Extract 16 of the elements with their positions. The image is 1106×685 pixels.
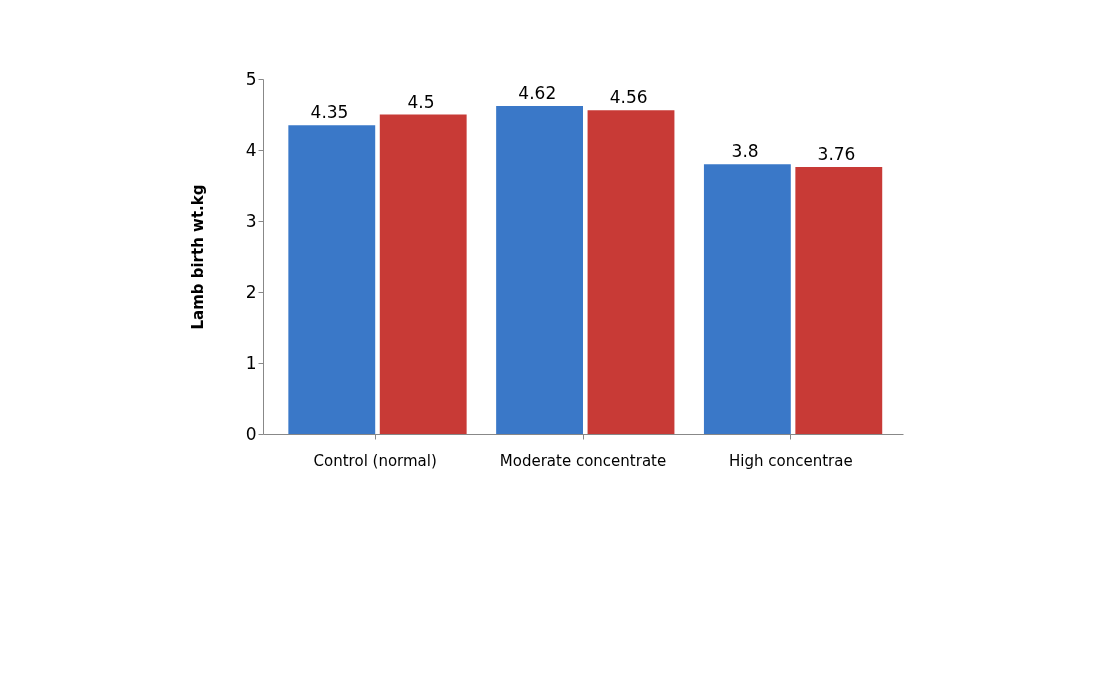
x-tick-label: High concentrae	[728, 451, 853, 470]
x-tick-label: Control (normal)	[313, 451, 437, 470]
data-label: 4.35	[310, 102, 349, 123]
x-tick-label: Moderate concentrate	[499, 451, 667, 470]
data-label: 4.62	[518, 82, 557, 103]
y-tick-label: 5	[245, 68, 257, 89]
y-axis-title: Lamb birth wt.kg	[188, 184, 207, 330]
data-label: 3.8	[731, 141, 759, 162]
data-label: 3.76	[817, 144, 856, 165]
y-tick-label: 3	[245, 210, 257, 231]
data-label: 4.56	[609, 87, 648, 108]
data-label: 4.5	[407, 91, 435, 112]
y-tick-label: 4	[245, 139, 257, 160]
y-tick-label: 2	[245, 281, 257, 302]
y-tick-label: 1	[245, 352, 257, 373]
y-tick-label: 0	[245, 423, 257, 444]
